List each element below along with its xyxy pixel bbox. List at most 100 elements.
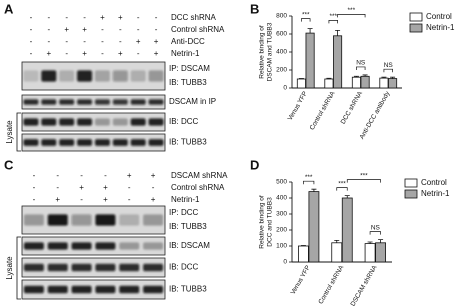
band xyxy=(148,139,164,146)
band xyxy=(119,263,140,272)
band xyxy=(71,263,92,272)
treatment-sign: - xyxy=(65,49,68,58)
band xyxy=(59,99,75,105)
treatment-sign: - xyxy=(65,37,68,46)
band xyxy=(112,118,128,126)
band xyxy=(77,118,93,126)
legend-swatch xyxy=(409,23,423,33)
significance-bracket xyxy=(346,179,381,183)
x-tick-label: DCC shRNA xyxy=(340,90,365,126)
treatment-sign: - xyxy=(137,49,140,58)
significance-bracket xyxy=(301,18,311,22)
significance-label: *** xyxy=(360,172,368,179)
treatment-sign: - xyxy=(65,13,68,22)
blot-strip xyxy=(21,236,166,256)
band xyxy=(130,99,146,105)
legend-swatch xyxy=(404,178,418,188)
treatment-sign: + xyxy=(118,13,123,22)
legend-label: Control xyxy=(421,178,447,187)
band xyxy=(59,118,75,126)
x-tick-label: Anti-DCC antibody xyxy=(358,90,391,141)
treatment-sign: - xyxy=(33,171,36,180)
band xyxy=(112,70,128,82)
bar xyxy=(333,35,343,89)
treatment-sign: + xyxy=(100,13,105,22)
y-axis-label: Relative binding of xyxy=(259,195,266,249)
band xyxy=(77,139,93,146)
legend-swatch xyxy=(404,189,418,199)
error-bar xyxy=(378,239,384,243)
blot-bands xyxy=(23,285,164,294)
band xyxy=(71,285,92,294)
blot-label: IB: TUBB3 xyxy=(169,78,207,87)
band xyxy=(77,99,93,105)
treatment-sign: + xyxy=(151,195,156,204)
band xyxy=(119,285,140,294)
treatment-sign: - xyxy=(83,13,86,22)
condition-label: Netrin-1 xyxy=(171,195,200,204)
x-tick-label: Control shRNA xyxy=(317,264,345,306)
band xyxy=(23,263,44,272)
blot-bands xyxy=(23,118,164,126)
band xyxy=(143,285,164,294)
blot-bands xyxy=(23,242,164,250)
treatment-sign: - xyxy=(119,25,122,34)
panel-letter: A xyxy=(4,1,14,16)
band xyxy=(23,242,44,250)
significance-bracket xyxy=(369,231,381,235)
condition-label: Anti-DCC xyxy=(171,37,205,46)
bar xyxy=(296,78,306,89)
band xyxy=(41,139,57,146)
treatment-sign: - xyxy=(101,37,104,46)
treatment-sign: - xyxy=(47,25,50,34)
blot-bands xyxy=(23,99,164,105)
y-axis-label: DCC and TUBB3 xyxy=(267,197,274,247)
band xyxy=(94,70,110,82)
y-axis-label: DSCAM and TUBB3 xyxy=(267,22,274,81)
bar xyxy=(341,197,353,263)
significance-bracket xyxy=(356,66,366,70)
error-bar xyxy=(326,77,332,79)
treatment-sign: + xyxy=(103,195,108,204)
treatment-sign: + xyxy=(118,49,123,58)
band xyxy=(95,242,116,250)
x-tick-label: Venus YFP xyxy=(290,264,312,296)
group-label: Lysate xyxy=(5,256,14,280)
band xyxy=(94,139,110,146)
band xyxy=(59,70,75,82)
significance-bracket xyxy=(303,180,315,185)
band xyxy=(77,70,93,82)
band xyxy=(41,118,57,126)
band xyxy=(94,118,110,126)
band xyxy=(112,99,128,105)
band xyxy=(148,70,164,82)
bar xyxy=(388,78,398,89)
treatment-sign: - xyxy=(155,25,158,34)
blot-strip xyxy=(21,133,166,152)
blot-strip xyxy=(21,257,166,278)
legend-swatch xyxy=(409,12,423,22)
bar xyxy=(364,243,376,263)
treatment-sign: + xyxy=(64,25,69,34)
band xyxy=(148,99,164,105)
error-bar xyxy=(335,30,341,36)
blot-strip xyxy=(21,112,166,132)
significance-bracket xyxy=(328,20,338,24)
bar xyxy=(331,242,343,263)
treatment-sign: - xyxy=(155,13,158,22)
band xyxy=(130,139,146,146)
panel-letter: B xyxy=(250,1,259,16)
x-tick-label: DSCAM shRNA xyxy=(350,264,379,306)
group-label: Lysate xyxy=(5,120,14,144)
x-tick-label: Venus YFP xyxy=(287,90,309,122)
treatment-sign: + xyxy=(136,37,141,46)
bar xyxy=(351,76,361,89)
y-axis-label: Relative binding of xyxy=(259,25,266,79)
legend-label: Netrin-1 xyxy=(421,189,450,198)
y-tick-label: 0 xyxy=(283,85,287,92)
treatment-sign: - xyxy=(56,171,59,180)
treatment-sign: + xyxy=(127,171,132,180)
band xyxy=(130,70,146,82)
